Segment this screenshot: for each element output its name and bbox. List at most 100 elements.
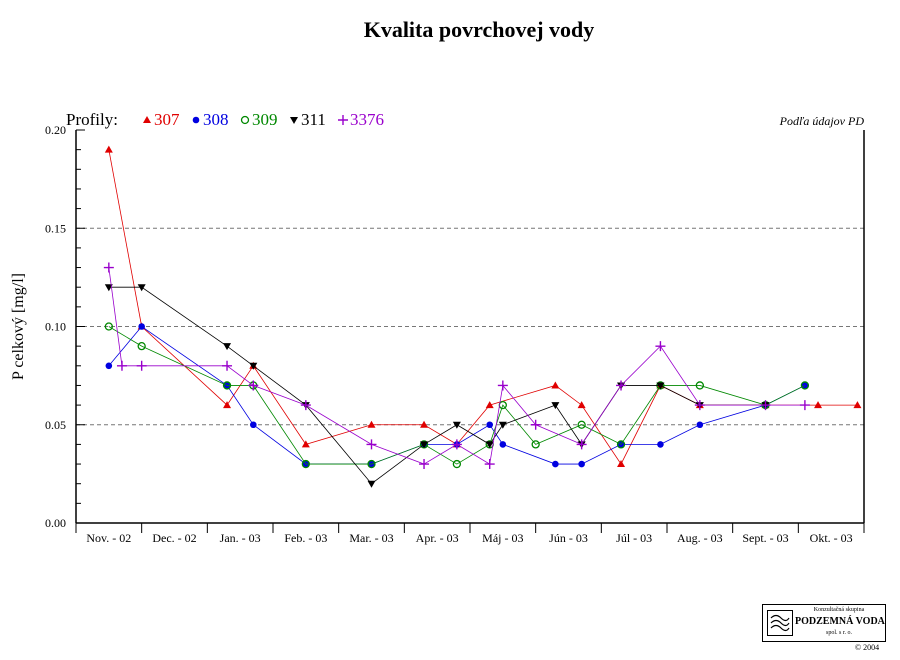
x-tick-label: Aug. - 03 <box>677 531 723 545</box>
data-point <box>248 380 259 391</box>
data-point <box>451 439 462 450</box>
company-logo: Konzultačná skupina PODZEMNÁ VODA spol. … <box>762 604 886 642</box>
data-point <box>250 421 257 429</box>
data-point <box>696 421 704 429</box>
plot-area: 0.00 0.05 0.10 0.15 0.20 P celkový [mg/l] Nov.… <box>10 110 865 545</box>
data-point <box>452 459 462 469</box>
logo-company-name: PODZEMNÁ VODA <box>795 616 885 627</box>
data-point <box>367 480 376 488</box>
legend-marker <box>143 116 151 123</box>
data-point <box>530 419 541 430</box>
legend-label: 3376 <box>350 110 384 129</box>
legend-marker <box>240 115 250 125</box>
data-point <box>222 381 232 390</box>
data-point <box>137 341 146 351</box>
logo-tagline: Konzultačná skupina <box>813 607 865 613</box>
x-tick-label: Sept. - 03 <box>742 531 788 545</box>
data-point <box>485 401 494 409</box>
data-point <box>301 459 310 469</box>
data-point <box>694 400 705 411</box>
x-tick-label: Máj - 03 <box>482 531 523 545</box>
y-tick-label: 0.05 <box>45 418 66 432</box>
logo-legal-form: spol. s r. o. <box>825 630 852 636</box>
data-point <box>551 381 560 389</box>
data-point <box>420 420 429 428</box>
data-point <box>367 420 376 428</box>
x-tick-label: Júl - 03 <box>616 531 652 545</box>
source-note: Podľa údajov PD <box>779 114 865 128</box>
data-point <box>249 362 258 370</box>
legend-label: 311 <box>301 110 326 129</box>
data-point <box>617 460 626 468</box>
legend-marker <box>338 115 348 125</box>
x-tick-label: Jan. - 03 <box>220 531 261 545</box>
legend-marker <box>192 116 200 124</box>
data-point <box>552 460 559 468</box>
data-point <box>104 322 113 331</box>
data-point <box>657 441 664 448</box>
data-point <box>616 440 626 449</box>
data-point <box>104 145 113 153</box>
data-point <box>366 439 377 450</box>
data-point <box>222 360 233 371</box>
data-point <box>484 459 495 470</box>
data-point <box>499 441 507 448</box>
series-line <box>108 286 766 485</box>
series-311 <box>104 284 770 488</box>
y-axis-label: P celkový [mg/l] <box>10 273 27 380</box>
data-point <box>420 441 429 449</box>
data-point <box>760 400 771 411</box>
data-point <box>577 401 586 409</box>
data-point <box>367 459 376 469</box>
data-point <box>136 360 147 371</box>
data-point <box>104 284 113 292</box>
data-point <box>814 401 823 409</box>
legend-item: 311 <box>290 110 326 129</box>
data-point <box>223 343 232 351</box>
legend-title: Profily: <box>66 110 118 129</box>
y-tick-label: 0.20 <box>45 123 66 137</box>
data-point <box>656 382 665 390</box>
data-point <box>576 439 587 450</box>
data-point <box>103 262 114 273</box>
data-point <box>799 400 810 411</box>
data-point <box>551 402 560 410</box>
data-point <box>419 459 430 470</box>
copyright-text: © 2004 <box>855 643 880 652</box>
data-point <box>452 421 461 429</box>
data-point <box>486 421 494 429</box>
logo-icon <box>767 610 793 636</box>
data-point <box>616 380 627 391</box>
data-point <box>800 381 810 390</box>
legend-label: 309 <box>252 110 278 129</box>
x-tick-label: Dec. - 02 <box>152 531 196 545</box>
x-tick-label: Jún - 03 <box>549 531 588 545</box>
data-point <box>853 401 862 409</box>
legend-marker <box>290 117 298 124</box>
data-point <box>301 440 310 448</box>
series-307 <box>104 145 862 468</box>
data-point <box>498 421 507 429</box>
legend-label: 307 <box>154 110 180 129</box>
data-point <box>577 420 586 429</box>
series-line <box>108 149 858 465</box>
data-point <box>300 400 311 411</box>
data-point <box>223 401 232 409</box>
series-3376 <box>103 262 810 470</box>
data-point <box>138 323 145 330</box>
data-point <box>655 341 666 352</box>
data-point <box>578 460 585 468</box>
data-point <box>116 360 127 371</box>
x-tick-label: Apr. - 03 <box>416 531 459 545</box>
chart-title: Kvalita povrchovej vody <box>364 17 595 42</box>
legend-label: 308 <box>203 110 229 129</box>
data-point <box>485 441 494 449</box>
legend-item: 3376 <box>338 110 384 129</box>
data-point <box>531 440 540 449</box>
data-point <box>105 362 113 370</box>
legend-item: 309 <box>240 110 278 129</box>
legend: Profily: 307 308 309 311 3376 <box>66 110 384 129</box>
data-point <box>137 284 146 292</box>
x-tick-label: Mar. - 03 <box>349 531 393 545</box>
